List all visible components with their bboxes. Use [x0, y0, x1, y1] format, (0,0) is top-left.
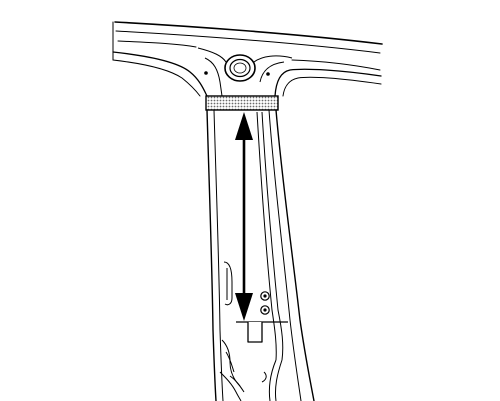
arrowhead-down: [235, 293, 253, 321]
pillar-shoulders: [197, 47, 293, 97]
mount-dot-right: [266, 72, 270, 76]
pillar-molding-strip: [256, 111, 284, 401]
trim-opening-ring: [224, 54, 256, 82]
mount-dot-left: [204, 71, 208, 75]
weatherstrip-channel: [219, 261, 267, 401]
roof-rail-panel: [112, 21, 383, 97]
fastener-pair: [260, 291, 270, 315]
lower-trim-clip: [236, 321, 288, 343]
center-pillar-panel: [206, 109, 315, 401]
arrowhead-up: [235, 112, 253, 140]
fastener-top: [260, 291, 270, 301]
fastener-bottom: [260, 305, 270, 315]
reference-tape-band: [205, 95, 279, 111]
measurement-arrow: [235, 112, 253, 321]
